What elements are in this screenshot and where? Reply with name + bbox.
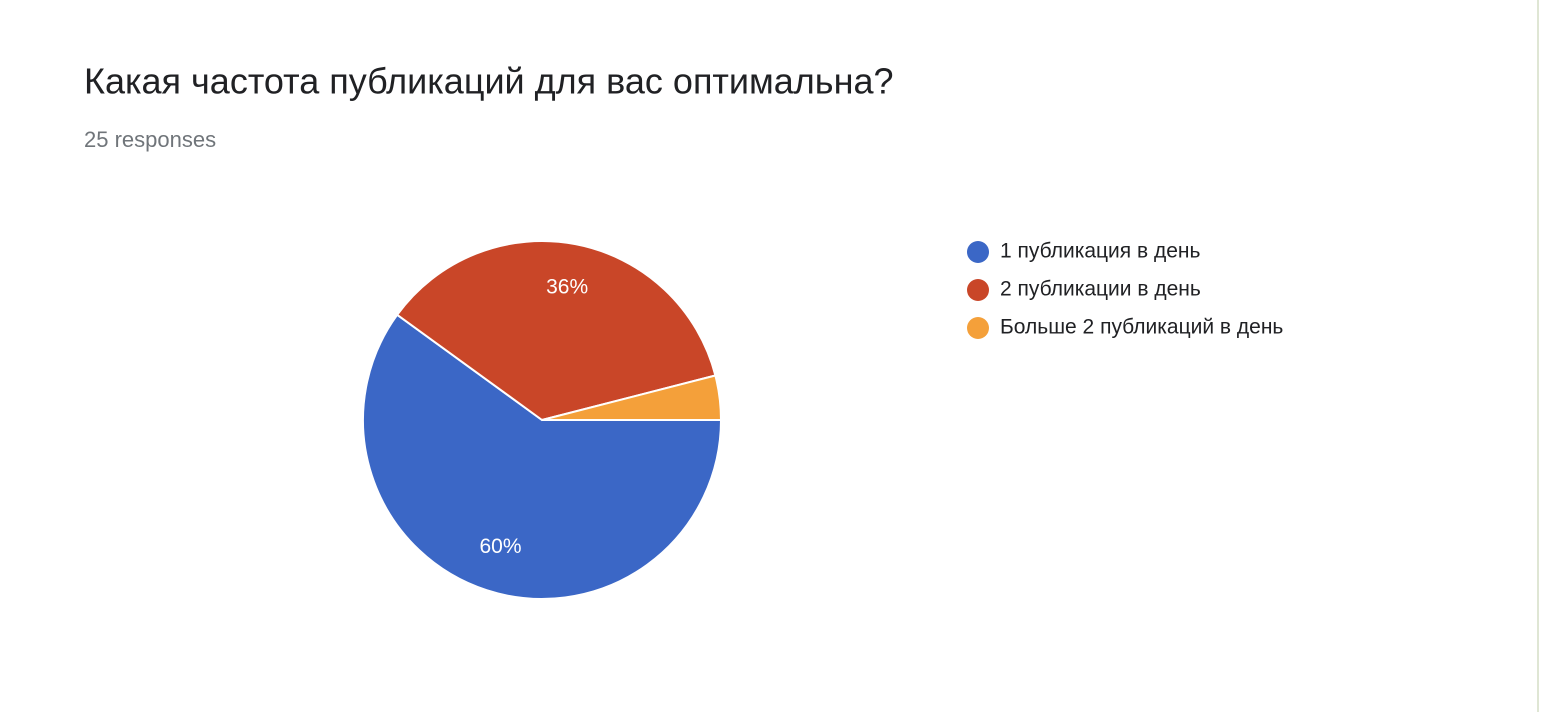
chart-subtitle: 25 responses: [84, 127, 216, 152]
legend-swatch: [967, 317, 989, 339]
legend: 1 публикация в день 2 публикации в день Бо…: [967, 240, 1283, 339]
slice-label: 60%: [479, 535, 521, 558]
pie-slice: [362, 313, 723, 600]
pie-slice: [395, 240, 717, 422]
slice-label: 36%: [546, 276, 588, 299]
legend-label: 1 публикация в день: [1000, 240, 1201, 263]
legend-label: 2 публикации в день: [1000, 278, 1201, 301]
pie: 60% 36%: [362, 240, 723, 600]
legend-swatch: [967, 279, 989, 301]
legend-label: Больше 2 публикаций в день: [1000, 316, 1283, 339]
chart-title: Какая частота публикаций для вас оптимал…: [84, 61, 894, 102]
legend-swatch: [967, 241, 989, 263]
pie-slice: [541, 374, 723, 421]
